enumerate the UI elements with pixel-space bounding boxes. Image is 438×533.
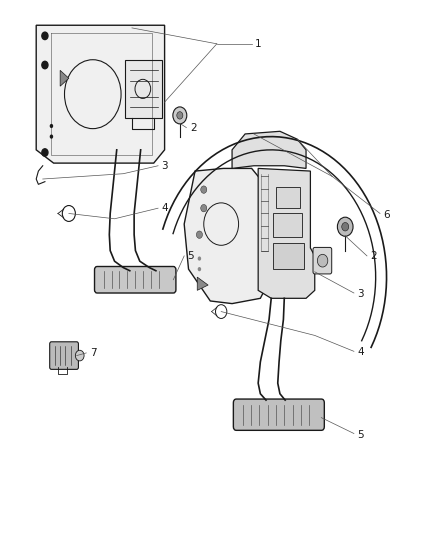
FancyBboxPatch shape <box>276 187 300 208</box>
Text: 5: 5 <box>187 251 194 261</box>
Polygon shape <box>60 70 69 86</box>
FancyBboxPatch shape <box>233 399 324 430</box>
Circle shape <box>49 124 53 128</box>
Polygon shape <box>36 25 165 163</box>
Circle shape <box>342 222 349 231</box>
Circle shape <box>49 134 53 139</box>
Polygon shape <box>232 131 306 168</box>
Text: 4: 4 <box>162 203 168 213</box>
Text: 2: 2 <box>371 251 377 261</box>
Circle shape <box>196 231 202 238</box>
Text: 1: 1 <box>255 39 262 49</box>
Text: 5: 5 <box>357 430 364 440</box>
Circle shape <box>173 107 187 124</box>
Circle shape <box>318 254 328 267</box>
Polygon shape <box>258 168 315 298</box>
Circle shape <box>75 350 84 361</box>
Circle shape <box>201 186 207 193</box>
FancyBboxPatch shape <box>95 266 176 293</box>
Text: 2: 2 <box>190 123 197 133</box>
Text: 6: 6 <box>384 209 390 220</box>
FancyBboxPatch shape <box>273 243 304 269</box>
FancyBboxPatch shape <box>273 214 302 237</box>
Circle shape <box>337 217 353 236</box>
Text: 3: 3 <box>357 289 364 299</box>
Circle shape <box>42 32 48 39</box>
Polygon shape <box>197 277 208 290</box>
Circle shape <box>42 149 48 156</box>
FancyBboxPatch shape <box>49 342 78 369</box>
FancyBboxPatch shape <box>313 247 332 274</box>
Circle shape <box>198 267 201 271</box>
Text: 3: 3 <box>162 161 168 171</box>
Circle shape <box>201 205 207 212</box>
Circle shape <box>198 256 201 261</box>
Polygon shape <box>184 168 271 304</box>
Text: 7: 7 <box>90 348 96 358</box>
FancyBboxPatch shape <box>125 60 162 118</box>
Circle shape <box>177 112 183 119</box>
Circle shape <box>42 61 48 69</box>
Text: 4: 4 <box>357 348 364 358</box>
